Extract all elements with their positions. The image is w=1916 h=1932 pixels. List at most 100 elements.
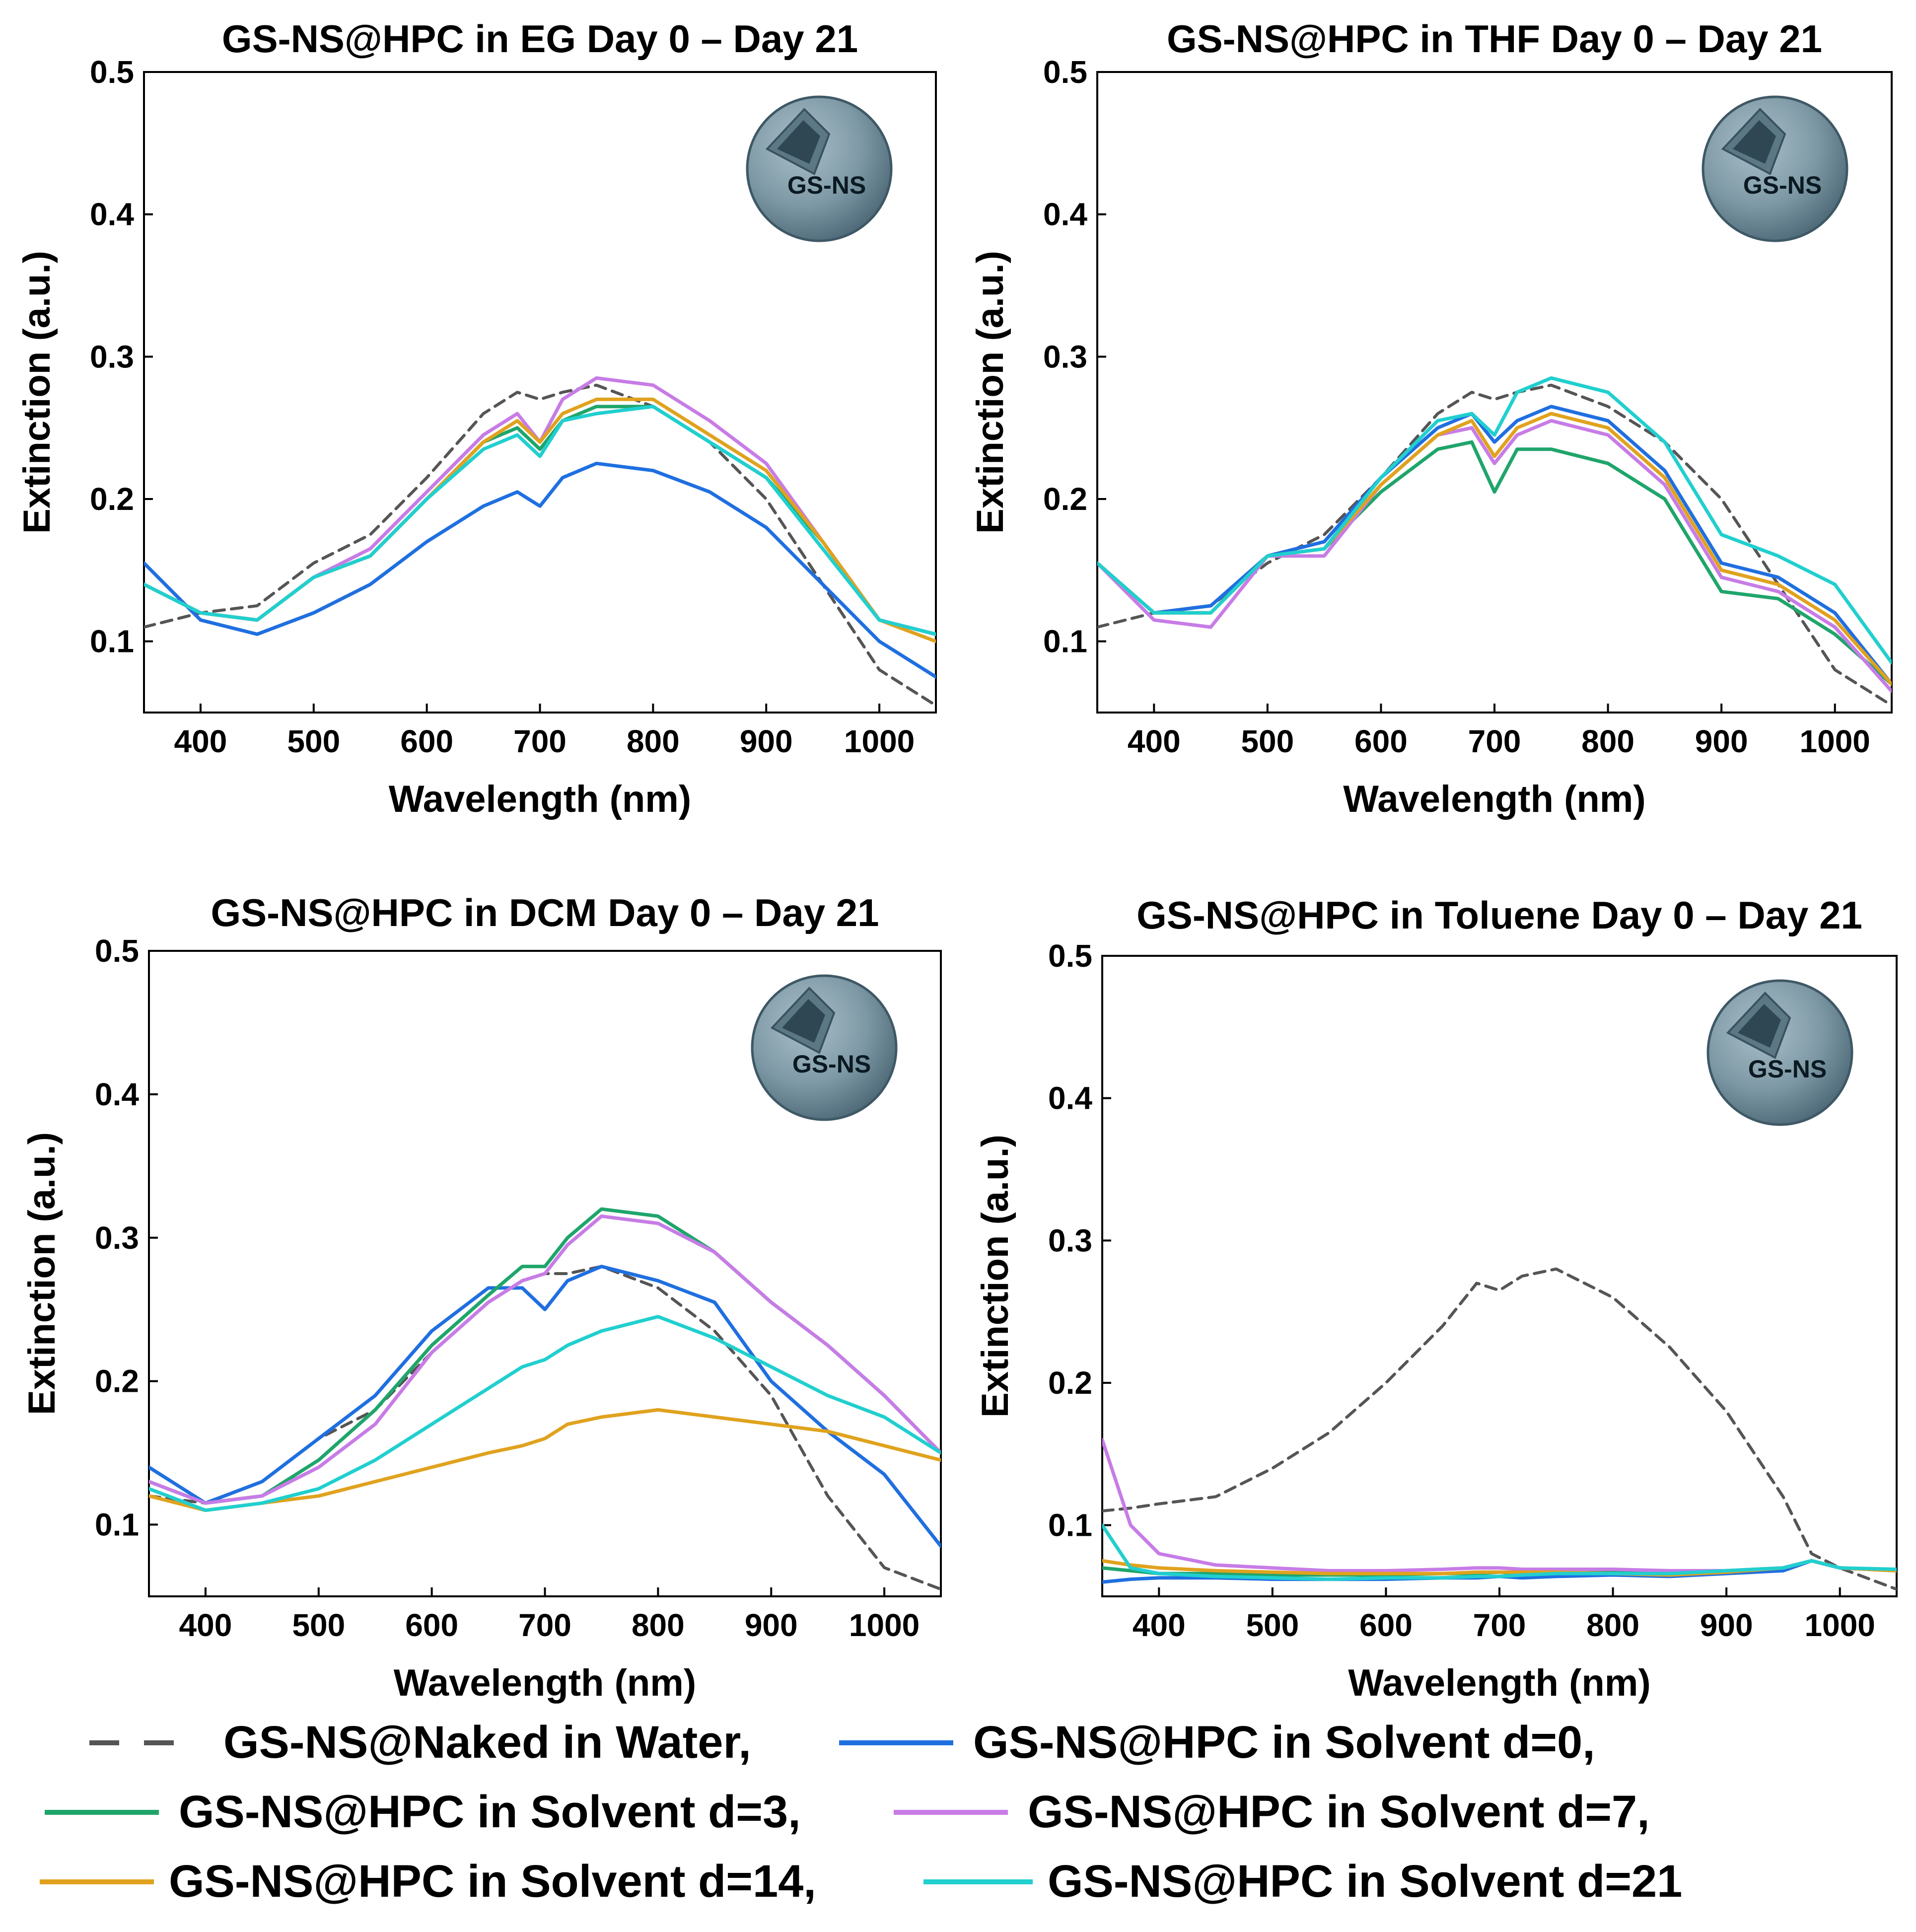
x-tick-label: 1000 bbox=[844, 723, 915, 759]
y-tick-label: 0.5 bbox=[95, 933, 139, 969]
series-line-d3 bbox=[1097, 440, 1892, 686]
x-tick-label: 700 bbox=[513, 723, 567, 759]
series-line-d0 bbox=[144, 461, 936, 679]
x-tick-label: 400 bbox=[179, 1607, 232, 1643]
sphere-badge-label: GS-NS bbox=[1748, 1055, 1827, 1083]
legend-item-d3: GS-NS@HPC in Solvent d=3, bbox=[45, 1787, 801, 1837]
x-tick-label: 500 bbox=[1241, 723, 1294, 759]
legend-label: GS-NS@HPC in Solvent d=3, bbox=[179, 1787, 801, 1837]
y-tick-label: 0.4 bbox=[95, 1076, 139, 1112]
sphere-badge-label: GS-NS bbox=[792, 1050, 871, 1078]
y-axis-label: Extinction (a.u.) bbox=[21, 1132, 63, 1415]
y-axis-label: Extinction (a.u.) bbox=[969, 251, 1011, 534]
x-tick-label: 400 bbox=[174, 723, 227, 759]
legend-label: GS-NS@HPC in Solvent d=21 bbox=[1048, 1856, 1682, 1907]
y-tick-label: 0.1 bbox=[90, 624, 134, 659]
x-axis-label: Wavelength (nm) bbox=[1348, 1662, 1650, 1704]
x-axis-label: Wavelength (nm) bbox=[389, 778, 691, 820]
legend-label: GS-NS@HPC in Solvent d=14, bbox=[169, 1856, 816, 1907]
chart-title: GS-NS@HPC in Toluene Day 0 – Day 21 bbox=[1136, 893, 1862, 937]
x-tick-label: 700 bbox=[1473, 1607, 1526, 1643]
legend-label: GS-NS@Naked in Water, bbox=[223, 1717, 751, 1768]
series-line-d7 bbox=[1097, 419, 1892, 693]
y-tick-label: 0.4 bbox=[1043, 197, 1087, 232]
legend: GS-NS@Naked in Water, GS-NS@HPC in Solven… bbox=[40, 1717, 1682, 1907]
x-tick-label: 500 bbox=[292, 1607, 345, 1643]
y-tick-label: 0.5 bbox=[90, 54, 134, 90]
series-group bbox=[149, 1207, 941, 1591]
series-group bbox=[144, 376, 936, 707]
series-line-water bbox=[1102, 1267, 1897, 1591]
y-tick-label: 0.5 bbox=[1048, 938, 1092, 974]
series-line-d3 bbox=[149, 1207, 941, 1505]
gs-ns-sphere-icon: GS-NS bbox=[1702, 95, 1848, 242]
sphere-badge-label: GS-NS bbox=[787, 171, 866, 199]
x-tick-label: 600 bbox=[1359, 1607, 1413, 1643]
x-tick-label: 800 bbox=[1581, 723, 1634, 759]
legend-item-d0: GS-NS@HPC in Solvent d=0, bbox=[839, 1717, 1595, 1768]
legend-item-water: GS-NS@Naked in Water, bbox=[89, 1717, 751, 1768]
chart-title: GS-NS@HPC in DCM Day 0 – Day 21 bbox=[211, 891, 879, 934]
chart-panel-1: GS-NS@HPC in EG Day 0 – Day 21 400 500 600 7… bbox=[16, 17, 937, 820]
x-tick-label: 400 bbox=[1128, 723, 1181, 759]
x-tick-label: 1000 bbox=[849, 1607, 920, 1643]
x-tick-label: 800 bbox=[1586, 1607, 1639, 1643]
legend-label: GS-NS@HPC in Solvent d=7, bbox=[1028, 1787, 1650, 1837]
gs-ns-sphere-icon: GS-NS bbox=[751, 974, 898, 1121]
x-tick-label: 800 bbox=[627, 723, 680, 759]
y-tick-label: 0.3 bbox=[95, 1220, 139, 1256]
y-axis-label: Extinction (a.u.) bbox=[16, 251, 58, 534]
x-axis-label: Wavelength (nm) bbox=[394, 1662, 696, 1704]
series-line-d21 bbox=[1097, 376, 1892, 665]
series-line-d21 bbox=[149, 1315, 941, 1512]
series-line-d14 bbox=[144, 397, 936, 644]
series-line-d7 bbox=[1102, 1438, 1897, 1573]
x-tick-label: 900 bbox=[745, 1607, 798, 1643]
y-tick-label: 0.5 bbox=[1043, 54, 1087, 90]
x-axis-label: Wavelength (nm) bbox=[1343, 778, 1645, 820]
gs-ns-sphere-icon: GS-NS bbox=[1706, 979, 1853, 1126]
y-tick-label: 0.2 bbox=[90, 481, 134, 517]
legend-label: GS-NS@HPC in Solvent d=0, bbox=[973, 1717, 1595, 1768]
y-tick-label: 0.3 bbox=[1048, 1222, 1092, 1258]
x-tick-label: 800 bbox=[632, 1607, 685, 1643]
x-tick-label: 400 bbox=[1133, 1607, 1186, 1643]
x-tick-label: 900 bbox=[740, 723, 793, 759]
x-tick-label: 1000 bbox=[1800, 723, 1870, 759]
x-tick-label: 900 bbox=[1700, 1607, 1753, 1643]
series-group bbox=[1097, 376, 1892, 707]
y-tick-label: 0.2 bbox=[1043, 481, 1087, 517]
series-line-d0 bbox=[149, 1265, 941, 1548]
y-tick-label: 0.4 bbox=[1048, 1080, 1092, 1116]
x-tick-label: 900 bbox=[1695, 723, 1748, 759]
x-tick-label: 700 bbox=[1468, 723, 1521, 759]
legend-item-d21: GS-NS@HPC in Solvent d=21 bbox=[923, 1856, 1682, 1907]
x-tick-label: 600 bbox=[1354, 723, 1408, 759]
x-tick-label: 500 bbox=[1246, 1607, 1299, 1643]
chart-panel-3: GS-NS@HPC in DCM Day 0 – Day 21 400 500 600… bbox=[21, 891, 942, 1704]
series-line-water bbox=[144, 383, 936, 707]
y-tick-label: 0.1 bbox=[1043, 624, 1087, 659]
chart-panel-2: GS-NS@HPC in THF Day 0 – Day 21 400 500 600… bbox=[969, 17, 1893, 820]
series-line-d21 bbox=[1102, 1523, 1897, 1581]
series-group bbox=[1102, 1267, 1897, 1591]
y-tick-label: 0.3 bbox=[90, 339, 134, 374]
x-tick-label: 500 bbox=[287, 723, 340, 759]
series-line-d21 bbox=[144, 405, 936, 636]
x-tick-label: 700 bbox=[518, 1607, 571, 1643]
y-tick-label: 0.2 bbox=[1048, 1365, 1092, 1401]
x-tick-label: 600 bbox=[405, 1607, 458, 1643]
series-line-d14 bbox=[1097, 412, 1892, 686]
series-line-d0 bbox=[1097, 405, 1892, 686]
chart-title: GS-NS@HPC in THF Day 0 – Day 21 bbox=[1167, 17, 1822, 61]
series-line-d7 bbox=[149, 1214, 941, 1505]
sphere-badge-label: GS-NS bbox=[1743, 171, 1822, 199]
gs-ns-sphere-icon: GS-NS bbox=[746, 95, 893, 242]
y-tick-label: 0.3 bbox=[1043, 339, 1087, 374]
y-axis-label: Extinction (a.u.) bbox=[974, 1135, 1016, 1418]
y-tick-label: 0.1 bbox=[1048, 1507, 1092, 1543]
y-tick-label: 0.1 bbox=[95, 1507, 139, 1543]
chart-panel-4: GS-NS@HPC in Toluene Day 0 – Day 21 400 50… bbox=[974, 893, 1898, 1704]
y-tick-label: 0.2 bbox=[95, 1363, 139, 1399]
